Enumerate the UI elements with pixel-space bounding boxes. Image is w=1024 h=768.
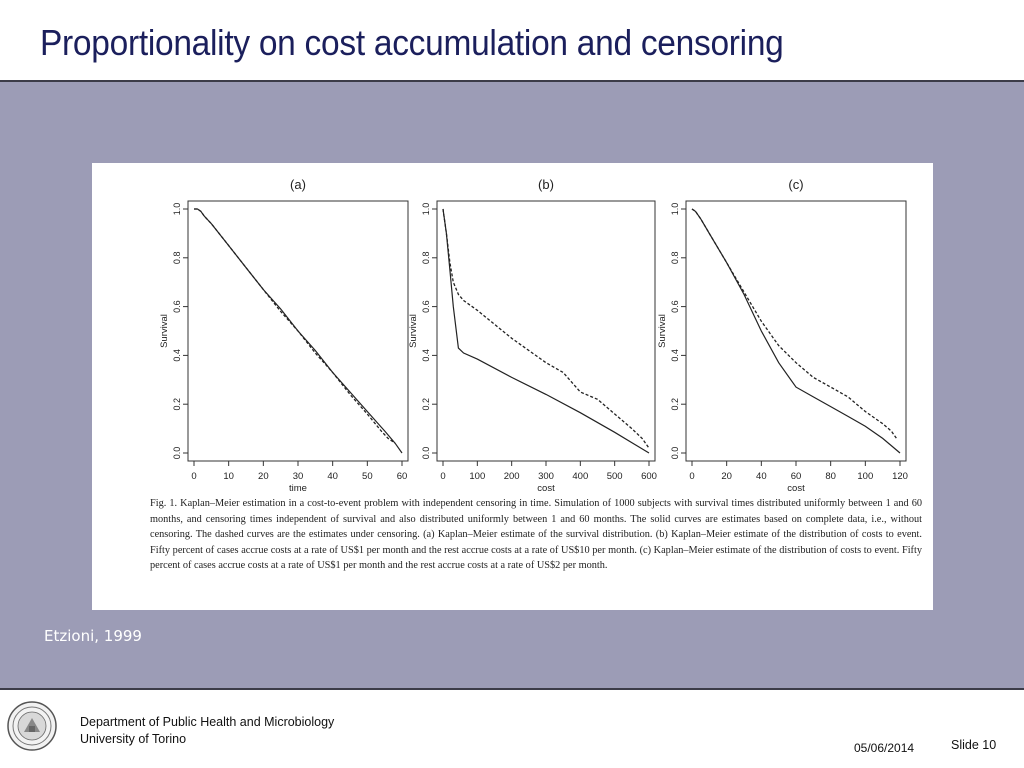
chart-2-xtick-label: 40 — [756, 471, 767, 482]
chart-0-xtick-label: 20 — [258, 471, 269, 482]
chart-1-ylabel: Survival — [408, 314, 419, 348]
chart-2-xtick-label: 60 — [791, 471, 802, 482]
chart-1-ytick-label: 0.6 — [421, 300, 431, 313]
chart-0-xtick-label: 10 — [223, 471, 234, 482]
slide-date: 05/06/2014 — [854, 741, 915, 755]
chart-2-xtick-label: 20 — [721, 471, 732, 482]
chart-1-xtick-label: 600 — [641, 471, 657, 482]
department-name: Department of Public Health and Microbio… — [80, 715, 335, 729]
chart-2-xlabel: cost — [787, 483, 805, 494]
chart-1-series-solid — [442, 208, 650, 454]
chart-0-ytick-label: 0.0 — [172, 447, 182, 460]
figure-caption: Fig. 1. Kaplan–Meier estimation in a cos… — [150, 498, 922, 572]
chart-2-ytick-label: 0.8 — [670, 252, 680, 265]
chart-0-ytick-label: 0.6 — [172, 300, 182, 313]
chart-0-ytick-label: 1.0 — [172, 203, 182, 216]
chart-2-title: (c) — [788, 177, 803, 192]
chart-1-ytick-label: 0.0 — [421, 447, 431, 460]
chart-0-ytick-label: 0.2 — [172, 398, 182, 411]
chart-0-ytick-label: 0.4 — [172, 349, 182, 362]
chart-1-xtick-label: 100 — [469, 471, 485, 482]
citation: Etzioni, 1999 — [44, 627, 142, 645]
chart-2-xtick-label: 0 — [689, 471, 694, 482]
chart-0-xlabel: time — [289, 483, 307, 494]
chart-2-ytick-label: 0.0 — [670, 447, 680, 460]
chart-2-ytick-label: 0.6 — [670, 300, 680, 313]
content-panel: (a) 0 10 20 30 40 50 60 0.0 0.2 0.4 0.6 0.8 1.0 time Su… — [0, 80, 1024, 690]
chart-0-ytick-label: 0.8 — [172, 252, 182, 265]
chart-2-frame — [685, 200, 907, 462]
chart-1-ytick-label: 1.0 — [421, 203, 431, 216]
chart-0-xtick-label: 60 — [397, 471, 408, 482]
footer-institution: Department of Public Health and Microbio… — [80, 714, 334, 748]
chart-0-xtick-label: 40 — [327, 471, 338, 482]
chart-1-frame — [436, 200, 656, 462]
chart-2-series-dashed — [691, 208, 898, 439]
chart-2-xtick-label: 80 — [825, 471, 836, 482]
chart-2-ylabel: Survival — [657, 314, 668, 348]
chart-1-title: (b) — [538, 177, 554, 192]
chart-1-xtick-label: 0 — [440, 471, 445, 482]
chart-2-series-solid — [691, 208, 901, 454]
chart-0-series-dashed — [194, 208, 396, 444]
chart-2-xtick-label: 100 — [857, 471, 873, 482]
km-charts: (a) 0 10 20 30 40 50 60 0.0 0.2 0.4 0.6 0.8 1.0 time Su… — [159, 177, 908, 494]
chart-2-xtick-label: 120 — [892, 471, 908, 482]
chart-1-xtick-label: 300 — [538, 471, 554, 482]
chart-1-ytick-label: 0.8 — [421, 252, 431, 265]
chart-1-ytick-label: 0.4 — [421, 349, 431, 362]
chart-0-xtick-label: 0 — [191, 471, 196, 482]
university-seal-icon — [7, 701, 57, 751]
chart-1-xtick-label: 400 — [572, 471, 588, 482]
slide-number: Slide 10 — [951, 738, 997, 752]
chart-1-ytick-label: 0.2 — [421, 398, 431, 411]
chart-0-xtick-label: 30 — [293, 471, 304, 482]
chart-1-xtick-label: 500 — [607, 471, 623, 482]
chart-2-ytick-label: 0.4 — [670, 349, 680, 362]
chart-2-ytick-label: 0.2 — [670, 398, 680, 411]
chart-0-ylabel: Survival — [159, 314, 170, 348]
figure-image: (a) 0 10 20 30 40 50 60 0.0 0.2 0.4 0.6 0.8 1.0 time Su… — [92, 163, 933, 610]
page-title: Proportionality on cost accumulation and… — [40, 22, 784, 63]
university-name: University of Torino — [80, 732, 187, 746]
chart-0-title: (a) — [290, 177, 306, 192]
chart-2-ytick-label: 1.0 — [670, 203, 680, 216]
chart-1-series-dashed — [442, 208, 650, 449]
chart-1-xlabel: cost — [537, 483, 555, 494]
chart-1-xtick-label: 200 — [504, 471, 520, 482]
chart-0-xtick-label: 50 — [362, 471, 373, 482]
